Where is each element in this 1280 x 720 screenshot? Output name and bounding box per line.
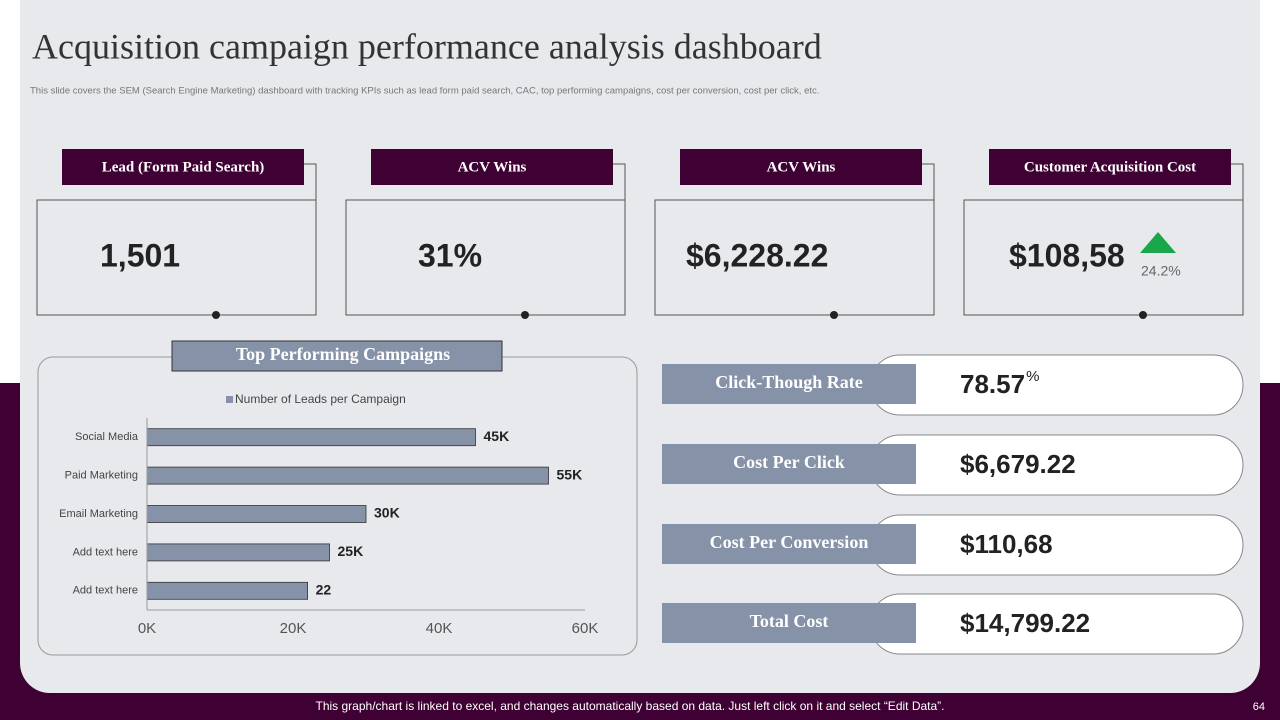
- title: Acquisition campaign performance analysi…: [32, 26, 822, 66]
- card-outline: [345, 163, 626, 316]
- metric-label-box: [662, 603, 916, 643]
- card-outline: [654, 163, 935, 316]
- bar: [146, 428, 476, 447]
- legend-label: Number of Leads per Campaign: [235, 392, 406, 406]
- bar: [146, 543, 330, 562]
- card-header: [680, 149, 922, 185]
- metric-label-box: [662, 444, 916, 484]
- metric-value: $14,799.22: [960, 608, 1090, 638]
- card-dot: [212, 311, 220, 319]
- page-number: 64: [1253, 701, 1265, 713]
- card-label: ACV Wins: [458, 159, 527, 175]
- up-arrow: [1140, 232, 1176, 253]
- y-tick-label: Email Marketing: [59, 508, 138, 520]
- y-tick-label: Add text here: [73, 585, 138, 597]
- metric-pill: [869, 354, 1244, 416]
- metric-value: $110,68: [960, 529, 1053, 559]
- metric-label-box: [662, 524, 916, 564]
- y-tick-label: Social Media: [75, 431, 139, 443]
- card-label: Lead (Form Paid Search): [102, 159, 265, 175]
- legend-swatch: [226, 396, 233, 403]
- subtitle: This slide covers the SEM (Search Engine…: [30, 86, 819, 97]
- metric-pill: [869, 514, 1244, 576]
- bar: [146, 581, 309, 600]
- card-dot: [521, 311, 529, 319]
- metric-label-box: [662, 364, 916, 404]
- metric-label: Cost Per Conversion: [710, 532, 869, 552]
- value-label: 45K: [484, 428, 510, 444]
- card-value: 1,501: [100, 237, 180, 273]
- card-value: $6,228.22: [686, 237, 828, 273]
- footer-note: This graph/chart is linked to excel, and…: [316, 699, 945, 713]
- chart-title-box: [171, 340, 503, 372]
- metric-label: Cost Per Click: [733, 452, 845, 472]
- value-label: 55K: [557, 466, 583, 482]
- metric-value: $6,679.22: [960, 449, 1076, 479]
- value-label: 22: [316, 582, 332, 598]
- card-outline: [963, 163, 1244, 316]
- x-tick-label: 60K: [572, 620, 599, 637]
- card-header: [371, 149, 613, 185]
- bar: [146, 505, 367, 523]
- card-value: 31%: [418, 237, 482, 273]
- value-label: 25K: [338, 543, 364, 559]
- card-dot: [1139, 311, 1147, 319]
- card-label: Customer Acquisition Cost: [1024, 159, 1196, 175]
- metric-label: Total Cost: [750, 611, 829, 631]
- card-header: [989, 149, 1231, 185]
- x-tick-label: 40K: [426, 620, 453, 637]
- card-label: ACV Wins: [767, 159, 836, 175]
- card-change: 24.2%: [1141, 263, 1181, 279]
- card-header: [62, 149, 304, 185]
- value-label: 30K: [374, 505, 400, 521]
- chart-title: Top Performing Campaigns: [236, 344, 450, 364]
- x-tick-label: 0K: [138, 620, 156, 637]
- metric-unit: %: [1026, 368, 1039, 385]
- card-value: $108,58: [1009, 237, 1125, 273]
- bar: [146, 466, 549, 485]
- metric-value: 78.57: [960, 369, 1025, 399]
- metric-label: Click-Though Rate: [715, 372, 863, 392]
- x-tick-label: 20K: [280, 620, 307, 637]
- y-tick-label: Add text here: [73, 546, 138, 558]
- card-dot: [830, 311, 838, 319]
- card-outline: [36, 163, 317, 316]
- y-tick-label: Paid Marketing: [65, 470, 138, 482]
